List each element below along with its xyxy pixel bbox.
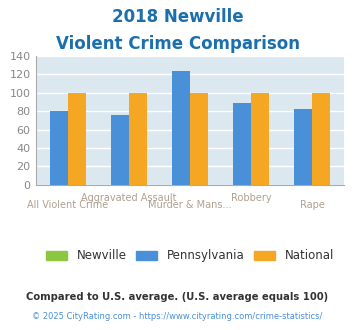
- Bar: [294, 110, 312, 185]
- Text: Aggravated Assault: Aggravated Assault: [81, 193, 177, 203]
- Bar: [110, 115, 129, 185]
- Bar: [129, 93, 147, 185]
- Bar: [251, 93, 269, 185]
- Text: 2018 Newville: 2018 Newville: [112, 8, 243, 26]
- Bar: [312, 93, 330, 185]
- Text: © 2025 CityRating.com - https://www.cityrating.com/crime-statistics/: © 2025 CityRating.com - https://www.city…: [32, 312, 323, 321]
- Text: Compared to U.S. average. (U.S. average equals 100): Compared to U.S. average. (U.S. average …: [26, 292, 329, 302]
- Text: Rape: Rape: [300, 200, 324, 210]
- Bar: [233, 103, 251, 185]
- Legend: Newville, Pennsylvania, National: Newville, Pennsylvania, National: [41, 245, 339, 267]
- Text: Murder & Mans...: Murder & Mans...: [148, 200, 232, 210]
- Text: Robbery: Robbery: [231, 193, 271, 203]
- Text: All Violent Crime: All Violent Crime: [27, 200, 109, 210]
- Bar: [50, 111, 68, 185]
- Bar: [190, 93, 208, 185]
- Bar: [171, 71, 190, 185]
- Text: Violent Crime Comparison: Violent Crime Comparison: [55, 35, 300, 53]
- Bar: [68, 93, 86, 185]
